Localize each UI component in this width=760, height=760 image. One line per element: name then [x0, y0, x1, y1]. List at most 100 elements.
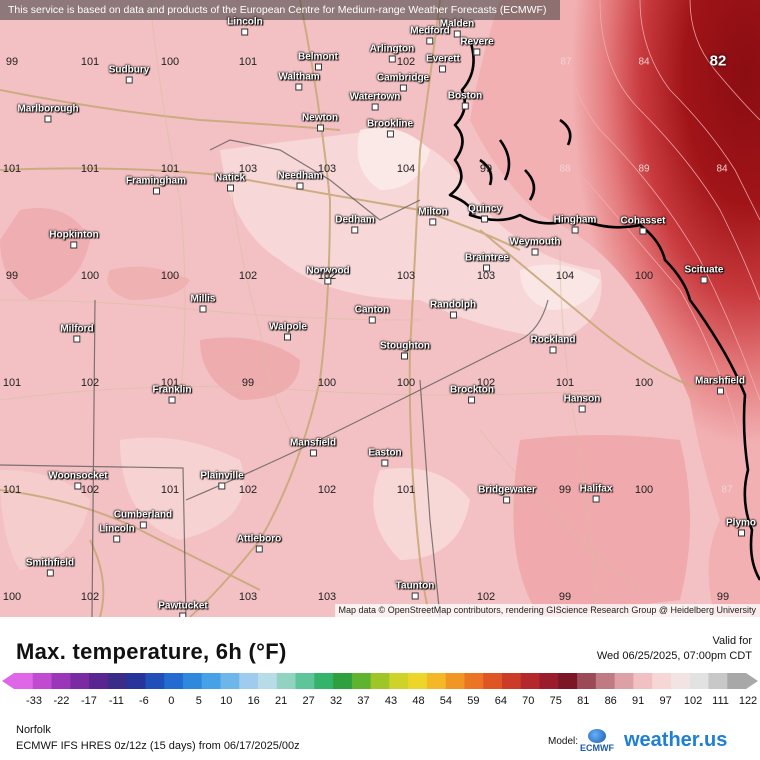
temp-value: 101	[2, 377, 22, 389]
scale-tick-label: 0	[168, 695, 175, 707]
temp-value: 102	[476, 377, 496, 389]
scale-swatch	[258, 673, 278, 689]
scale-tick-label: 70	[522, 695, 535, 707]
temp-value: 100	[160, 56, 180, 68]
scale-swatch	[445, 673, 465, 689]
model-label: Model:	[548, 736, 579, 747]
scale-arrow-left	[2, 673, 14, 689]
map-attribution[interactable]: Map data © OpenStreetMap contributors, r…	[334, 604, 760, 617]
scale-tick-label: 59	[467, 695, 480, 707]
scale-tick-label: 27	[302, 695, 315, 707]
valid-for-label: Valid for	[712, 635, 752, 647]
temp-value: 100	[160, 270, 180, 282]
temp-value: 99	[716, 591, 730, 603]
temp-value: 103	[238, 591, 258, 603]
temp-value: 101	[80, 163, 100, 175]
scale-tick-label: -11	[108, 695, 124, 707]
scale-swatch	[276, 673, 297, 689]
town-label: Needham	[277, 171, 322, 190]
town-label: Pawtucket	[158, 601, 207, 618]
town-label: Framingham	[126, 176, 186, 195]
temp-value: 103	[476, 270, 496, 282]
scale-tick-label: 97	[659, 695, 672, 707]
town-label: Quincy	[468, 204, 502, 223]
scale-swatch	[558, 673, 578, 689]
scale-tick-label: 10	[220, 695, 233, 707]
temp-value: 101	[160, 377, 180, 389]
town-label: Sudbury	[109, 65, 150, 84]
temp-value: 99	[5, 270, 19, 282]
town-label: Waltham	[278, 72, 319, 91]
temp-value: 99	[241, 377, 255, 389]
weatherus-logo[interactable]: weather.us	[624, 729, 728, 751]
scale-tick-label: 43	[384, 695, 398, 707]
temp-value: 102	[238, 270, 258, 282]
scale-swatch	[295, 673, 315, 689]
town-label: Natick	[215, 173, 245, 192]
town-label: Taunton	[396, 581, 435, 600]
temp-value: 102	[80, 484, 100, 496]
town-label: Brockton	[450, 385, 494, 404]
scale-swatch	[595, 673, 616, 689]
scale-arrow-right	[746, 673, 758, 689]
valid-time: Wed 06/25/2025, 07:00pm CDT	[596, 650, 752, 662]
temp-value: 99	[558, 591, 572, 603]
town-label: Boston	[448, 91, 482, 110]
scale-swatch	[201, 673, 221, 689]
scale-tick-label: 64	[494, 695, 507, 707]
scale-swatch	[70, 673, 90, 689]
temp-value: 102	[317, 484, 337, 496]
temp-value: 103	[396, 270, 416, 282]
scale-swatch	[14, 673, 34, 689]
temp-value: 102	[80, 591, 100, 603]
temp-value: 100	[2, 591, 22, 603]
color-scale-bar	[2, 673, 758, 689]
town-label: Cambridge	[377, 73, 429, 92]
scale-tick-label: 54	[439, 695, 453, 707]
town-label: Watertown	[350, 92, 401, 111]
scale-swatch	[708, 673, 728, 689]
temp-value: 104	[555, 270, 575, 282]
scale-swatch	[689, 673, 709, 689]
town-label: Lincoln	[99, 524, 135, 543]
town-label: Canton	[355, 305, 389, 324]
temp-value: 100	[634, 377, 654, 389]
scale-tick-label: 111	[712, 695, 729, 707]
temp-value: 102	[238, 484, 258, 496]
scale-tick-label: 86	[604, 695, 617, 707]
ecmwf-logo[interactable]: ECMWF	[580, 729, 614, 753]
scale-tick-label: 75	[549, 695, 562, 707]
scale-swatch	[614, 673, 634, 689]
scale-tick-label: 122	[738, 695, 758, 707]
scale-swatch	[333, 673, 353, 689]
scale-swatch	[670, 673, 691, 689]
contour-label: 88	[559, 163, 571, 175]
model-info: ECMWF IFS HRES 0z/12z (15 days) from 06/…	[16, 740, 300, 752]
temp-value: 101	[2, 484, 22, 496]
town-label: Braintree	[465, 253, 509, 272]
region-name: Norfolk	[16, 724, 51, 736]
scale-swatch	[483, 673, 503, 689]
scale-tick-label: 91	[632, 695, 645, 707]
town-label: Millis	[190, 294, 215, 313]
temp-value: 102	[396, 56, 416, 68]
scale-tick-label: 81	[577, 695, 590, 707]
town-label: Plainville	[200, 471, 243, 490]
temp-value: 100	[634, 270, 654, 282]
town-label: Woonsocket	[48, 471, 107, 490]
town-label: Marlborough	[17, 104, 78, 123]
scale-swatch	[464, 673, 484, 689]
scale-swatch	[408, 673, 428, 689]
forecast-map[interactable]: This service is based on data and produc…	[0, 0, 760, 617]
scale-tick-label: 21	[275, 695, 288, 707]
scale-swatch	[164, 673, 184, 689]
ecmwf-banner: This service is based on data and produc…	[0, 0, 560, 20]
temp-value: 101	[396, 484, 416, 496]
scale-swatch	[502, 673, 522, 689]
scale-tick-label: 32	[329, 695, 343, 707]
scale-swatch	[727, 673, 747, 689]
scale-swatch	[351, 673, 372, 689]
town-label: Newton	[302, 113, 338, 132]
town-label: Everett	[426, 54, 460, 73]
town-label: Belmont	[298, 52, 338, 71]
